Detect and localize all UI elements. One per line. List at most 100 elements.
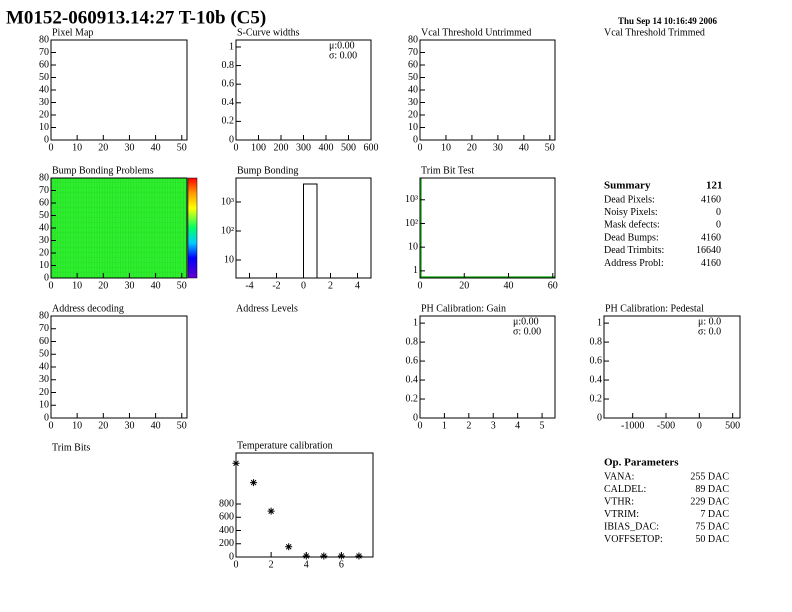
x-tick-label: 200 (274, 142, 289, 153)
summary-value: 0 (716, 207, 721, 218)
y-tick-label: 0.6 (590, 355, 603, 366)
x-tick-label: -2 (272, 280, 280, 291)
y-tick-label: 10 (224, 254, 234, 265)
y-tick-label: 20 (408, 109, 418, 120)
y-tick-label: 50 (39, 349, 49, 360)
panel-title: Trim Bit Test (421, 165, 474, 176)
y-tick-label: 80 (39, 172, 49, 183)
x-tick-label: 500 (341, 142, 356, 153)
y-tick-label: 20 (39, 247, 49, 258)
x-tick-label: 50 (177, 280, 187, 291)
y-tick-label: 70 (39, 185, 49, 196)
parameter-value: 50 DAC (695, 534, 729, 545)
y-tick-label: 0.4 (406, 374, 419, 385)
y-tick-label: 400 (219, 525, 234, 536)
panel-title: Address Levels (236, 303, 298, 314)
summary-title: Summary (604, 180, 651, 192)
x-tick-label: 0 (418, 142, 423, 153)
y-tick-label: 0 (413, 412, 418, 423)
y-tick-label: 40 (39, 361, 49, 372)
x-tick-label: 20 (98, 142, 108, 153)
x-tick-label: 50 (177, 142, 187, 153)
plot-area (51, 178, 187, 278)
parameter-value: 89 DAC (695, 484, 729, 495)
y-tick-label: 1 (229, 41, 234, 52)
x-tick-label: 20 (98, 280, 108, 291)
summary-value: 4160 (701, 258, 721, 269)
x-tick-label: 500 (725, 420, 740, 431)
y-tick-label: 0.8 (406, 336, 419, 347)
y-tick-label: 800 (219, 498, 234, 509)
y-tick-label: 40 (39, 222, 49, 233)
stats-text: σ: 0.0 (698, 326, 721, 337)
stats-text: μ:0.00 (513, 316, 539, 327)
y-tick-label: 0.8 (590, 336, 603, 347)
y-tick-label: 0 (229, 551, 234, 562)
y-tick-label: 50 (39, 72, 49, 83)
x-tick-label: 6 (339, 559, 344, 570)
y-tick-label: 0.8 (222, 60, 235, 71)
marker (285, 543, 293, 551)
x-tick-label: 10 (72, 142, 82, 153)
panel-title: Vcal Threshold Trimmed (604, 27, 705, 38)
y-tick-label: 0 (44, 272, 49, 283)
x-tick-label: -1000 (621, 420, 644, 431)
parameter-value: 255 DAC (690, 471, 729, 482)
x-tick-label: 3 (491, 420, 496, 431)
stats-text: μ:0.00 (329, 40, 355, 51)
y-tick-label: 80 (39, 34, 49, 45)
panel-title: Bump Bonding (237, 165, 298, 176)
y-tick-label: 80 (408, 34, 418, 45)
y-tick-label: 600 (219, 512, 234, 523)
summary-label: Address Probl: (604, 258, 664, 269)
y-tick-label: 40 (39, 84, 49, 95)
x-tick-label: 30 (124, 420, 134, 431)
x-tick-label: 0 (697, 420, 702, 431)
panel-title: Address decoding (52, 303, 124, 314)
stats-text: σ: 0.00 (513, 326, 541, 337)
summary-value: 4160 (701, 194, 721, 205)
page-date: Thu Sep 14 10:16:49 2006 (618, 16, 718, 26)
x-tick-label: 0 (418, 420, 423, 431)
y-tick-label: 10³ (405, 194, 418, 205)
y-tick-label: 1 (597, 317, 602, 328)
x-tick-label: 0 (234, 142, 239, 153)
y-tick-label: 0.2 (590, 393, 603, 404)
marker (250, 479, 258, 487)
marker (267, 507, 275, 515)
panel-title: PH Calibration: Gain (421, 303, 506, 314)
x-tick-label: 2 (269, 559, 274, 570)
y-tick-label: 0.2 (406, 393, 419, 404)
parameter-value: 229 DAC (690, 496, 729, 507)
panel-title: PH Calibration: Pedestal (605, 303, 704, 314)
x-tick-label: 2 (328, 280, 333, 291)
panel-title: Temperature calibration (237, 440, 333, 451)
x-tick-label: 50 (545, 142, 555, 153)
x-tick-label: 40 (504, 280, 514, 291)
plot-area (420, 178, 555, 278)
y-tick-label: 0 (413, 134, 418, 145)
y-tick-label: 0.6 (222, 78, 235, 89)
y-tick-label: 0.6 (406, 355, 419, 366)
marker (355, 552, 363, 560)
x-tick-label: 0 (301, 280, 306, 291)
x-tick-label: 400 (319, 142, 334, 153)
summary-label: Dead Bumps: (604, 232, 659, 243)
x-tick-label: 60 (548, 280, 558, 291)
x-tick-label: 30 (493, 142, 503, 153)
y-tick-label: 10² (405, 218, 418, 229)
x-tick-label: 10 (441, 142, 451, 153)
x-tick-label: 20 (98, 420, 108, 431)
panel-title: Bump Bonding Problems (52, 165, 154, 176)
parameter-label: CALDEL: (604, 484, 646, 495)
x-tick-label: 4 (515, 420, 520, 431)
y-tick-label: 60 (39, 197, 49, 208)
x-tick-label: 20 (467, 142, 477, 153)
x-tick-label: 10 (72, 280, 82, 291)
y-tick-label: 70 (408, 47, 418, 58)
summary-label: Dead Trimbits: (604, 245, 664, 256)
parameter-label: VTHR: (604, 496, 634, 507)
x-tick-label: 40 (519, 142, 529, 153)
histogram-bar (420, 178, 422, 278)
y-tick-label: 60 (39, 59, 49, 70)
